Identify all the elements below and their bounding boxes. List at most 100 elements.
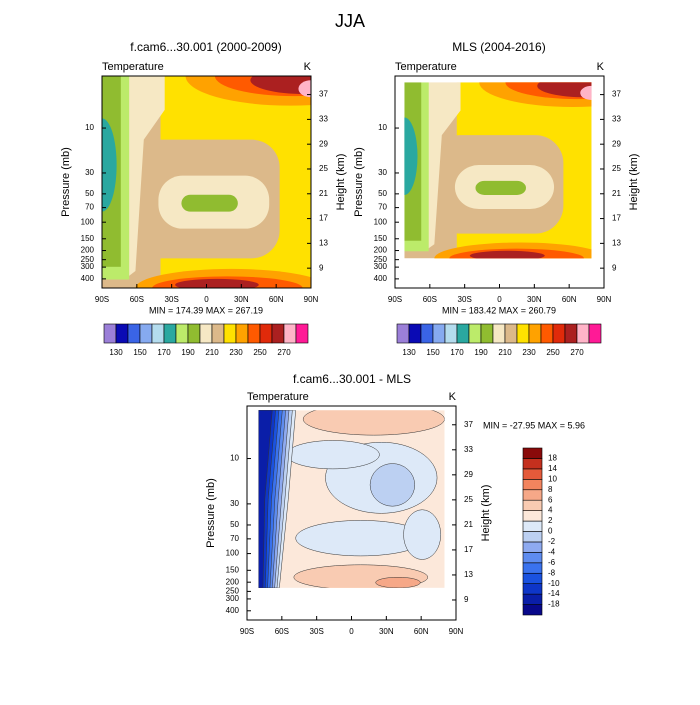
- colorbar-box: [522, 520, 543, 532]
- colorbar-label: 230: [229, 348, 243, 357]
- colorbar-label: 130: [402, 348, 416, 357]
- colorbar-box: [522, 468, 543, 480]
- x-tick-label: 60N: [269, 295, 284, 304]
- contour-fill: [375, 576, 421, 588]
- colorbar-box: [522, 562, 543, 574]
- y2-tick-label: 29: [319, 139, 328, 148]
- field-label: Temperature: [395, 61, 457, 73]
- colorbar-box: [522, 593, 543, 605]
- colorbar-label: 150: [133, 348, 147, 357]
- field-label: Temperature: [247, 391, 309, 403]
- x-tick-label: 0: [349, 627, 354, 636]
- colorbar-box: [522, 510, 543, 522]
- stats-label: MIN = 183.42 MAX = 260.79: [442, 305, 556, 315]
- contour-fill: [475, 180, 526, 195]
- colorbar-box: [522, 572, 543, 584]
- stats-label: MIN = -27.95 MAX = 5.96: [483, 420, 585, 430]
- contour-fill: [258, 410, 273, 588]
- colorbar-label: 18: [548, 454, 557, 463]
- colorbar-box: [522, 531, 543, 543]
- y2-tick-label: 9: [612, 263, 617, 272]
- y-tick-label: 250: [81, 255, 95, 264]
- y2-tick-label: 29: [612, 139, 621, 148]
- x-tick-label: 60S: [275, 627, 289, 636]
- y2-tick-label: 25: [612, 164, 621, 173]
- x-tick-label: 60N: [562, 295, 577, 304]
- y-tick-label: 300: [226, 594, 240, 603]
- contour-fill: [175, 278, 259, 288]
- y-tick-label: 50: [378, 189, 387, 198]
- x-tick-label: 0: [204, 295, 209, 304]
- colorbar-box: [283, 323, 297, 344]
- y2-tick-label: 9: [319, 263, 324, 272]
- x-tick-label: 90N: [449, 627, 464, 636]
- y-tick-label: 30: [378, 168, 387, 177]
- y2-tick-label: 33: [319, 115, 328, 124]
- contour-fill: [369, 463, 415, 507]
- colorbar-box: [522, 552, 543, 564]
- y-tick-label: 70: [230, 534, 239, 543]
- y2-tick-label: 37: [464, 420, 473, 429]
- colorbar-label: 210: [205, 348, 219, 357]
- y-tick-label: 250: [226, 587, 240, 596]
- units-label: K: [449, 391, 457, 403]
- y-tick-label: 100: [81, 217, 95, 226]
- colorbar-box: [199, 323, 213, 344]
- contour-fill: [403, 509, 442, 560]
- y-tick-label: 300: [81, 262, 95, 271]
- x-tick-label: 60S: [130, 295, 144, 304]
- x-tick-label: 90S: [95, 295, 109, 304]
- colorbar-box: [522, 541, 543, 553]
- y-tick-label: 400: [374, 274, 388, 283]
- contour-field: [258, 410, 445, 588]
- y2-tick-label: 21: [319, 189, 328, 198]
- y-axis-label: Pressure (mb): [60, 147, 72, 217]
- y-tick-label: 150: [226, 565, 240, 574]
- contour-field: [102, 76, 311, 288]
- y-axis-label: Pressure (mb): [353, 147, 365, 217]
- y2-tick-label: 21: [464, 520, 473, 529]
- units-label: K: [304, 61, 312, 73]
- y-tick-label: 250: [374, 255, 388, 264]
- x-tick-label: 30S: [165, 295, 179, 304]
- field-label: Temperature: [102, 61, 164, 73]
- colorbar-box: [139, 323, 153, 344]
- y-tick-label: 30: [230, 499, 239, 508]
- y2-tick-label: 25: [319, 164, 328, 173]
- colorbar-box: [522, 458, 543, 470]
- contour-fill: [298, 80, 311, 98]
- y-tick-label: 300: [374, 262, 388, 271]
- colorbar-box: [522, 583, 543, 595]
- colorbar-label: 230: [522, 348, 536, 357]
- contour-field: [404, 82, 592, 259]
- colorbar-label: 14: [548, 464, 557, 473]
- colorbar-box: [103, 323, 117, 344]
- y2-tick-label: 9: [464, 595, 469, 604]
- y-tick-label: 150: [81, 234, 95, 243]
- contour-fill: [426, 82, 461, 250]
- x-tick-label: 30N: [379, 627, 394, 636]
- colorbar-label: 130: [109, 348, 123, 357]
- x-tick-label: 90N: [597, 295, 612, 304]
- colorbar-box: [522, 489, 543, 501]
- colorbar-label: -8: [548, 568, 556, 577]
- colorbar-box: [420, 323, 434, 344]
- y-tick-label: 10: [230, 454, 239, 463]
- x-tick-label: 60N: [414, 627, 429, 636]
- y-tick-label: 200: [81, 246, 95, 255]
- colorbar-label: 270: [277, 348, 291, 357]
- x-tick-label: 30S: [310, 627, 324, 636]
- colorbar-box: [444, 323, 458, 344]
- colorbar-box: [187, 323, 201, 344]
- panel-title: f.cam6...30.001 (2000-2009): [130, 40, 281, 54]
- colorbar-box: [522, 447, 543, 459]
- y2-tick-label: 17: [319, 214, 328, 223]
- colorbar-label: 150: [426, 348, 440, 357]
- colorbar-box: [151, 323, 165, 344]
- colorbar-label: 10: [548, 474, 557, 483]
- colorbar-box: [223, 323, 237, 344]
- colorbar-box: [295, 323, 309, 344]
- colorbar-label: 6: [548, 495, 553, 504]
- colorbar-label: 190: [181, 348, 195, 357]
- x-tick-label: 90S: [240, 627, 254, 636]
